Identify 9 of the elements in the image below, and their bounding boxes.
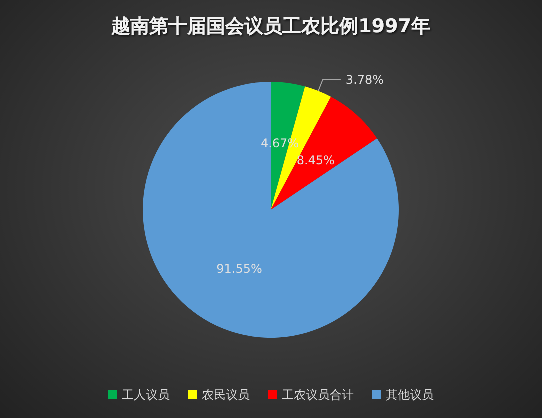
- legend-label: 工人议员: [122, 388, 170, 402]
- legend-label: 农民议员: [202, 388, 250, 402]
- legend-label: 其他议员: [386, 388, 434, 402]
- data-label: 3.78%: [346, 72, 384, 87]
- chart-title: 越南第十届国会议员工农比例1997年: [110, 16, 430, 38]
- data-label: 91.55%: [216, 262, 262, 276]
- data-label: 8.45%: [296, 153, 335, 168]
- data-label: 4.67%: [260, 136, 300, 151]
- legend-label: 工农议员合计: [282, 388, 354, 402]
